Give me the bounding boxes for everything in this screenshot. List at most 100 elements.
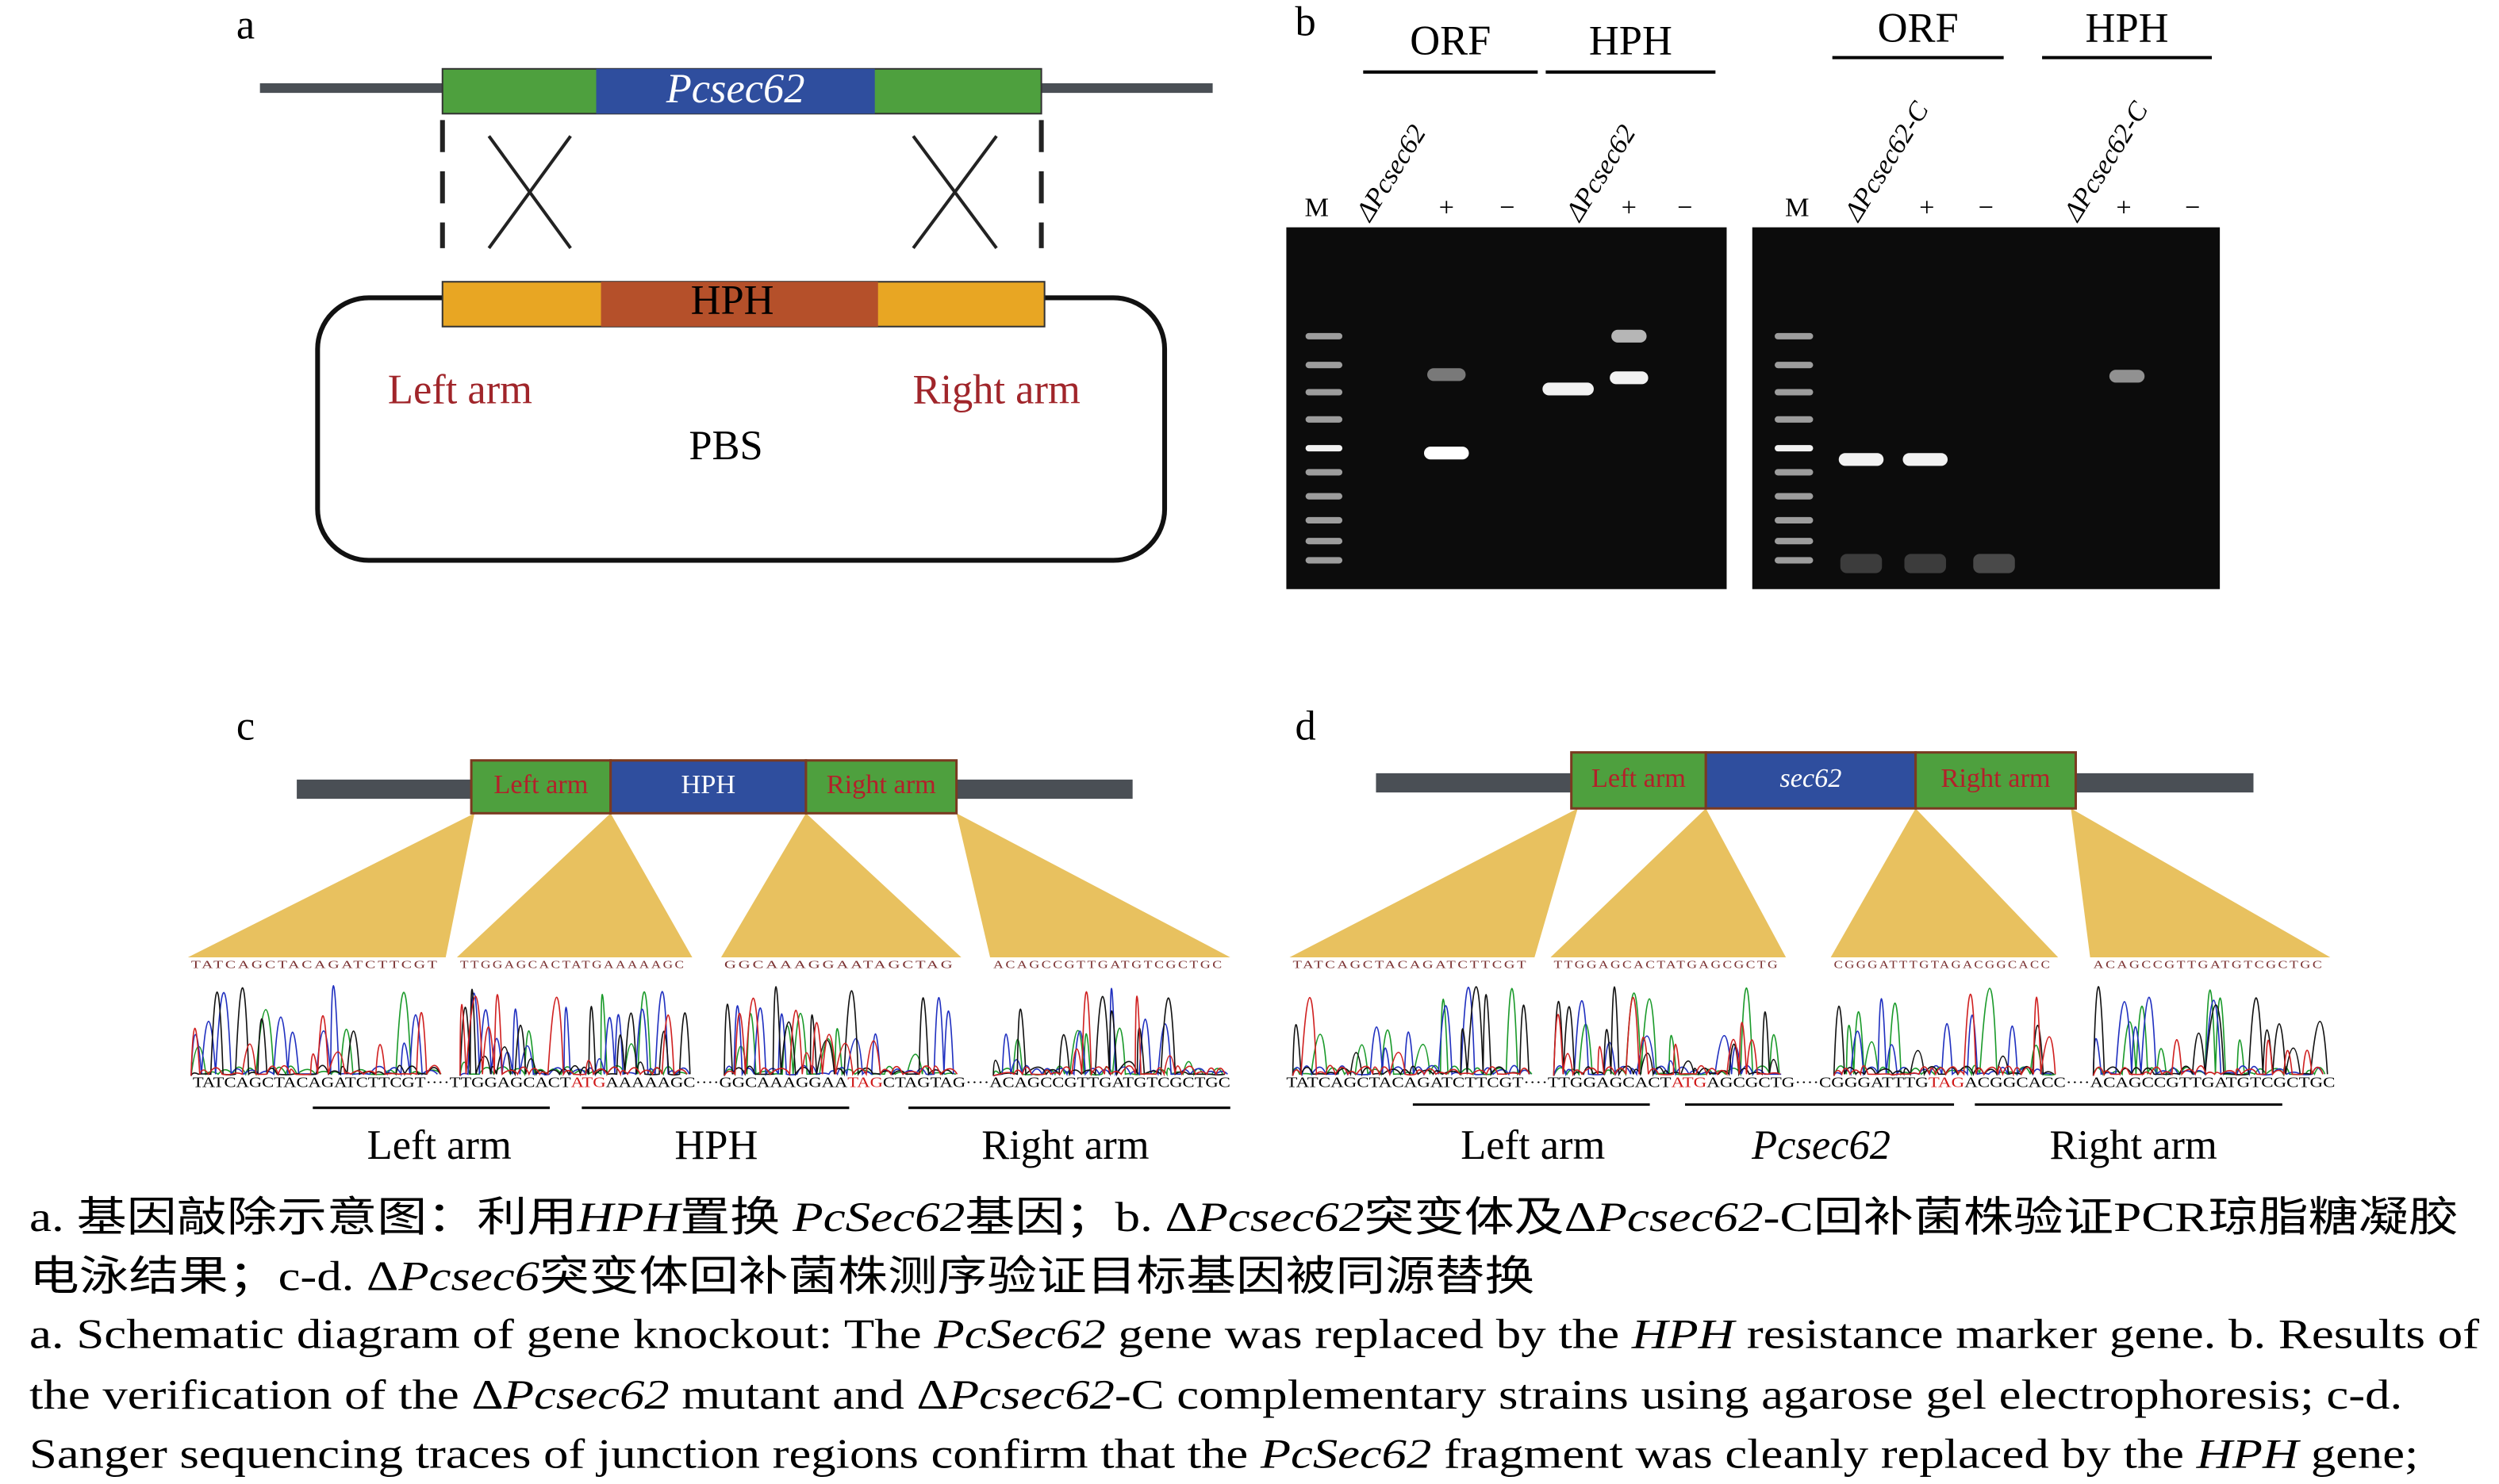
text-segment: mutant and Δ (670, 1372, 949, 1418)
gel-band (1423, 447, 1469, 460)
gene-bar-label: Left arm (1591, 763, 1686, 793)
lane-label: − (2185, 192, 2200, 222)
text-segment: ACGGCACC····ACAGCCGTTGATGTCGCTGC (1964, 1075, 2335, 1091)
text-segment: Pcsec62 (503, 1372, 670, 1418)
marker-name: HPH (691, 278, 774, 324)
text-segment: the verification of the Δ (29, 1372, 504, 1418)
ladder-band (1775, 445, 1814, 452)
lane-label: M (1305, 192, 1330, 222)
plasmid-name: PBS (689, 423, 762, 469)
gel-image (1752, 227, 2221, 589)
text-line: TATCAGCTACAGATCTTCGT····TTGGAGCACT ATG AAA… (193, 1075, 1230, 1091)
chromatogram-trace (459, 988, 691, 1077)
ladder-band (1775, 538, 1814, 545)
group-label: HPH (2086, 5, 2169, 51)
text-line: 电泳结果；c-d. Δ Pcsec6 突变体回补菌株测序验证目标基因被同源替换 (29, 1254, 1534, 1300)
text-segment: TAG (1929, 1075, 1964, 1091)
gene-bar-box (804, 759, 958, 815)
read-sequence: ACAGCCGTTGATGTCGCTGC (2094, 958, 2324, 971)
text-segment: TATCAGCTACAGATCTTCGT····TTGGAGCACT (1286, 1075, 1671, 1091)
ladder-band (1775, 362, 1814, 369)
gel-band (1610, 371, 1649, 385)
panel-label: c (236, 703, 255, 749)
gel-band (1904, 554, 1946, 573)
text-segment: a. Schematic diagram of gene knockout: T… (29, 1311, 934, 1357)
text-segment: gene; (2298, 1432, 2418, 1478)
gene-box (596, 68, 875, 114)
junction-zoom (1550, 808, 1787, 957)
lane-label: M (1785, 192, 1810, 222)
text-segment: Pcsec6 (397, 1254, 539, 1300)
text-segment: Pcsec62 (948, 1372, 1115, 1418)
text-segment: ATG (1672, 1075, 1707, 1091)
junction-zoom (720, 813, 962, 957)
read-sequence: TTGGAGCACTATGAAAAAGC (460, 958, 686, 971)
text-line: a. Schematic diagram of gene knockout: T… (29, 1311, 2480, 1357)
ladder-band (1775, 557, 1814, 564)
gel-image (1286, 227, 1727, 589)
text-segment: 置换 (680, 1194, 793, 1241)
junction-zoom (456, 813, 693, 957)
group-label: ORF (1878, 5, 1959, 51)
gel-band (1840, 554, 1883, 573)
gel-band (1611, 329, 1647, 343)
read-sequence: GGCAAAGGAATAGCTAG (724, 958, 955, 971)
ladder-band (1305, 557, 1343, 564)
panel-label: b (1296, 0, 1316, 44)
junction-zoom (187, 813, 475, 957)
text-segment: AGCGCTG····CGGGATTTG (1706, 1075, 1929, 1091)
gene-name: Pcsec62 (666, 66, 805, 112)
caption: a. 基因敲除示意图：利用 HPH 置换 PcSec62 基因；b. Δ Pcsec62… (29, 1194, 2480, 1478)
text-segment: HPH (576, 1194, 683, 1241)
gene-bar-box (1570, 751, 1707, 810)
arm-label: Right arm (912, 367, 1080, 413)
ladder-band (1305, 469, 1343, 476)
gene-bar-label: HPH (681, 769, 735, 800)
sequencing-panel: d Left arm sec62 Right arm TATCAGCTACAGATCTT… (1286, 703, 2335, 1168)
ladder-band (1305, 332, 1343, 339)
text-segment: PcSec62 (1260, 1432, 1432, 1478)
chromatogram-trace (190, 984, 439, 1077)
text-segment: PcSec62 (933, 1311, 1106, 1357)
read-sequence: TATCAGCTACAGATCTTCGT (1292, 958, 1528, 971)
lane-label: + (1622, 192, 1637, 222)
ladder-band (1775, 493, 1814, 500)
region-label: Right arm (2049, 1122, 2217, 1168)
text-segment: 电泳结果；c-d. Δ (29, 1254, 398, 1300)
text-segment: 基因；b. Δ (965, 1194, 1197, 1241)
recombination-lines (440, 120, 1044, 250)
text-segment: Pcsec62 (1196, 1194, 1364, 1241)
chromatogram-trace (459, 994, 688, 1077)
text-segment: -C complementary strains using agarose g… (1115, 1372, 2402, 1418)
text-segment: 突变体及Δ (1364, 1194, 1596, 1241)
panel-label: a (236, 2, 255, 48)
gene-bar-label: Right arm (1940, 763, 2050, 793)
lane-label: + (2116, 192, 2131, 222)
text-line: TATCAGCTACAGATCTTCGT····TTGGAGCACT ATG AGC… (1286, 1075, 2335, 1091)
junction-zoom (956, 813, 1230, 957)
region-label: HPH (674, 1122, 758, 1168)
chromatogram-trace (1292, 986, 1530, 1077)
text-line: Sanger sequencing traces of junction reg… (29, 1432, 2418, 1478)
ladder-band (1305, 389, 1343, 396)
chromatogram-trace (1833, 998, 2052, 1077)
read-sequence: TTGGAGCACTATGAGCGCTG (1553, 958, 1779, 971)
ladder-band (1775, 469, 1814, 476)
chromatogram-trace (1292, 997, 1530, 1077)
read-sequence: TATCAGCTACAGATCTTCGT (191, 958, 440, 971)
gene-bar-box (609, 759, 808, 815)
gel-band (1838, 453, 1884, 466)
lane-label: + (1439, 192, 1454, 222)
chromatogram-trace (2092, 1039, 2324, 1077)
text-segment: Pcsec62 (1595, 1194, 1763, 1241)
arm-label: Left arm (388, 367, 532, 413)
text-segment: HPH (1631, 1311, 1737, 1357)
gene-bar-label: Right arm (827, 769, 936, 800)
lane-label: − (1677, 192, 1692, 222)
chromatogram-trace (1553, 999, 1782, 1077)
gene-bar-box (1914, 751, 2077, 810)
text-segment: TAG (847, 1075, 883, 1091)
gel-band (1902, 453, 1948, 466)
